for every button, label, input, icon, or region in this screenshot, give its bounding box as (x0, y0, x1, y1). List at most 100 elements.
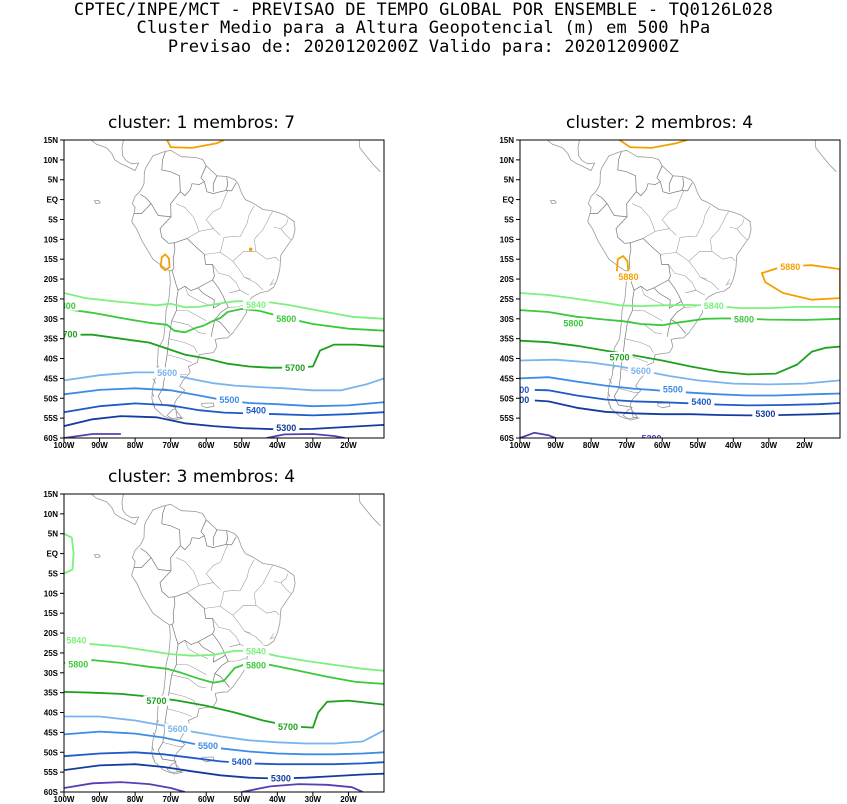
lon-tick-label: 80W (127, 441, 144, 450)
contour-label-bg (752, 408, 779, 419)
country-border (204, 530, 228, 548)
falkland-islands (657, 402, 671, 409)
cuba-coastline (119, 108, 155, 121)
lat-tick-label: 40S (44, 355, 59, 364)
lat-tick-label: 5N (48, 176, 58, 185)
chile-islands (156, 719, 160, 725)
lat-tick-label: 50S (44, 748, 59, 757)
lon-tick-label: 70W (162, 795, 179, 804)
state-border (204, 252, 251, 280)
contour-label-bg (273, 422, 300, 433)
state-border (212, 618, 241, 648)
lat-tick-label: 10S (44, 589, 59, 598)
header-line-3: Previsao de: 2020120200Z Valido para: 20… (167, 37, 680, 57)
contour-label-bg (560, 318, 587, 329)
contour-5200-west (64, 433, 121, 438)
coastline-group (546, 140, 837, 421)
country-border (197, 279, 226, 309)
lat-tick-label: 20S (500, 275, 515, 284)
country-border (171, 592, 215, 645)
country-borders (134, 505, 237, 762)
contour-label: 5700 (278, 722, 298, 732)
state-border (167, 354, 193, 363)
contour-5200-west (64, 781, 186, 792)
state-border (186, 228, 221, 239)
lon-tick-label: 30W (305, 795, 322, 804)
state-border (253, 211, 273, 240)
south-america-coastline (587, 149, 752, 420)
lat-tick-label: 45S (44, 374, 59, 383)
state-border (186, 582, 221, 593)
lat-tick-label: 40S (44, 709, 59, 718)
state-border (220, 544, 228, 563)
lon-tick-label: 40W (725, 441, 742, 450)
country-border (670, 301, 686, 334)
lon-tick-label: 30W (761, 441, 778, 450)
africa-coastline (358, 494, 381, 527)
contour-label: 5800 (246, 660, 266, 670)
state-border (232, 593, 257, 616)
country-border (211, 319, 216, 337)
lat-tick-label: EQ (46, 196, 58, 205)
coastline-group (90, 494, 381, 775)
lat-tick-label: 20S (44, 629, 59, 638)
state-border (725, 278, 731, 286)
lat-tick-label: 40S (500, 355, 515, 364)
panel-cluster-2: cluster: 2 membros: 4 5880 5880 5840 5800 58… (456, 110, 847, 450)
hispaniola-coastline (155, 121, 177, 128)
contour-label-bg (154, 367, 181, 378)
country-border (211, 673, 216, 691)
contour-label: 5500 (198, 741, 218, 751)
contour-label: 5700 (146, 696, 166, 706)
contour-label-bg (64, 300, 79, 311)
state-border (736, 228, 748, 241)
state-border (204, 606, 251, 634)
state-border (239, 559, 255, 592)
country-border (627, 238, 671, 291)
contour-5600 (64, 715, 384, 745)
map-content: 5800 5840 5700 5800 5700 5600 5500 5400 5300 (64, 108, 384, 438)
country-border (171, 238, 215, 291)
contour-label-bg (164, 723, 191, 734)
lon-tick-label: 100W (54, 795, 75, 804)
state-border (676, 190, 684, 209)
contour-label-bg (243, 659, 269, 670)
state-border (168, 338, 198, 353)
chile-islands (152, 378, 157, 384)
country-border (596, 191, 637, 218)
lon-tick-label: 50W (234, 795, 251, 804)
contour-label-bg (267, 773, 294, 784)
state-border (205, 562, 221, 583)
contour-5600 (520, 358, 840, 386)
state-border (175, 203, 200, 232)
chile-islands (151, 392, 155, 397)
contour-label-bg (243, 405, 269, 416)
contour-5880-north (166, 140, 225, 149)
lon-tick-label: 90W (91, 441, 108, 450)
lon-tick-label: 80W (583, 441, 600, 450)
panel-title: cluster: 3 membros: 4 (108, 467, 296, 487)
country-border (140, 191, 181, 218)
country-border (225, 536, 237, 546)
galapagos-islands (93, 554, 101, 558)
contour-5200-east (266, 433, 346, 438)
lat-tick-label: 25S (44, 649, 59, 658)
map-frame (519, 139, 841, 439)
country-border (157, 290, 179, 408)
contour-label-bg (520, 384, 535, 395)
map-panel-1: 5800 5840 5700 5800 5700 5600 5500 5400 5300 15N 1… (43, 108, 385, 450)
contour-label-bg (615, 271, 642, 282)
state-border (631, 203, 656, 232)
contour-label: 5800 (563, 319, 583, 329)
lat-tick-label: 30S (44, 669, 59, 678)
contour-label-bg (777, 261, 804, 272)
country-border (197, 633, 226, 663)
lat-tick-label: 35S (44, 689, 59, 698)
lon-tick-label: 90W (547, 441, 564, 450)
state-border (162, 742, 184, 747)
state-border (280, 228, 292, 241)
contour-5200 (520, 431, 556, 438)
country-border (681, 182, 693, 192)
chile-islands (151, 746, 155, 751)
lat-tick-label: EQ (46, 550, 58, 559)
